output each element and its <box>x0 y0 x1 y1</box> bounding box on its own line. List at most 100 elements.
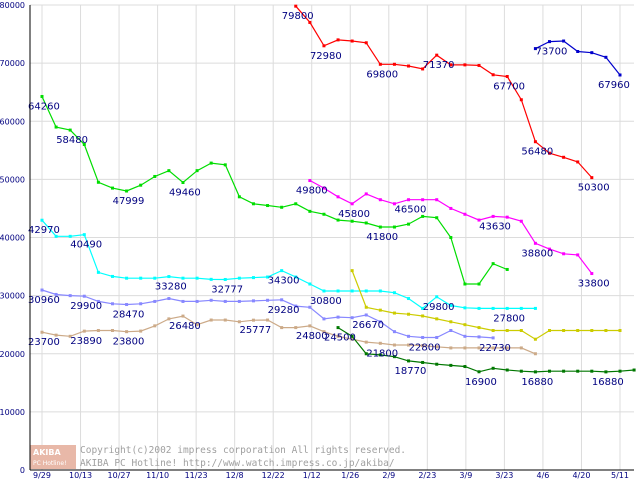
data-point <box>139 276 143 280</box>
data-point <box>223 299 227 303</box>
data-point <box>533 306 537 310</box>
data-point <box>350 219 354 223</box>
data-label: 50300 <box>578 183 610 194</box>
data-point <box>350 316 354 320</box>
data-point <box>449 329 453 332</box>
data-point <box>421 360 425 364</box>
x-tick-label: 10/13 <box>69 471 92 480</box>
data-point <box>266 298 270 302</box>
series-6 <box>350 269 622 341</box>
data-label: 16900 <box>465 377 497 388</box>
data-point <box>294 275 298 279</box>
logo-line1: AKIBA <box>33 448 61 457</box>
data-point <box>632 368 636 372</box>
data-point <box>280 326 284 330</box>
data-point <box>392 355 396 359</box>
y-tick-label: 40000 <box>0 234 25 243</box>
data-point <box>505 329 509 332</box>
y-tick-label: 20000 <box>0 350 25 359</box>
data-point <box>604 370 608 374</box>
data-point <box>449 346 453 350</box>
data-point <box>407 297 411 301</box>
data-point <box>40 330 44 334</box>
data-point <box>604 329 608 332</box>
data-point <box>491 306 495 310</box>
data-point <box>110 329 114 332</box>
x-tick-label: 2/9 <box>382 471 395 480</box>
x-tick-label: 12/8 <box>226 471 244 480</box>
data-point <box>96 329 100 332</box>
data-point <box>407 343 411 347</box>
data-point <box>449 63 453 67</box>
x-tick-label: 1/26 <box>341 471 359 480</box>
data-label: 42970 <box>28 225 60 236</box>
data-point <box>322 186 326 190</box>
data-label: 67960 <box>598 80 630 91</box>
data-point <box>139 302 143 306</box>
data-point <box>435 53 439 57</box>
x-tick-label: 3/9 <box>459 471 472 480</box>
data-point <box>125 189 129 193</box>
data-point <box>548 329 552 332</box>
data-point <box>449 206 453 210</box>
data-point <box>392 291 396 295</box>
data-point <box>237 195 241 199</box>
data-label: 23890 <box>70 336 102 347</box>
data-point <box>519 219 523 223</box>
data-label: 49460 <box>169 188 201 199</box>
series-7 <box>40 314 537 356</box>
akiba-logo: AKIBA PC Hotline! <box>30 445 76 469</box>
x-tick-label: 1/12 <box>303 471 321 480</box>
data-point <box>110 186 114 190</box>
data-point <box>392 225 396 229</box>
series-line <box>41 96 508 285</box>
data-label: 58480 <box>56 135 88 146</box>
data-point <box>96 180 100 184</box>
data-label: 30960 <box>28 295 60 306</box>
data-point <box>618 73 622 77</box>
data-point <box>392 343 396 347</box>
data-label: 41800 <box>366 232 398 243</box>
data-point <box>40 94 44 98</box>
data-point <box>491 329 495 332</box>
data-point <box>533 352 537 356</box>
data-point <box>280 298 284 302</box>
data-point <box>407 312 411 316</box>
data-point <box>82 143 86 146</box>
data-point <box>576 369 580 373</box>
data-point <box>407 64 411 68</box>
data-point <box>68 128 72 132</box>
data-point <box>505 346 509 350</box>
data-point <box>519 346 523 350</box>
data-label: 33800 <box>578 279 610 290</box>
series-line <box>41 219 536 310</box>
data-point <box>322 289 326 293</box>
data-point <box>322 330 326 334</box>
data-label: 27800 <box>493 313 525 324</box>
data-point <box>435 345 439 349</box>
data-point <box>533 241 537 245</box>
data-point <box>237 299 241 303</box>
x-tick-label: 4/20 <box>572 471 590 480</box>
data-point <box>548 40 552 44</box>
x-tick-label: 2/23 <box>418 471 436 480</box>
data-point <box>477 326 481 330</box>
data-label: 25777 <box>239 325 271 336</box>
data-label: 79800 <box>282 11 314 22</box>
data-label: 33280 <box>155 282 187 293</box>
data-label: 73700 <box>536 47 568 58</box>
data-point <box>562 39 566 43</box>
data-point <box>153 299 157 303</box>
data-point <box>590 329 594 332</box>
data-point <box>463 306 467 310</box>
series-line <box>351 270 620 340</box>
data-point <box>209 161 213 165</box>
data-point <box>82 233 86 237</box>
data-label: 32777 <box>211 284 243 295</box>
data-point <box>477 346 481 350</box>
data-point <box>392 330 396 334</box>
data-point <box>68 334 72 338</box>
data-point <box>167 317 171 321</box>
data-point <box>590 369 594 373</box>
